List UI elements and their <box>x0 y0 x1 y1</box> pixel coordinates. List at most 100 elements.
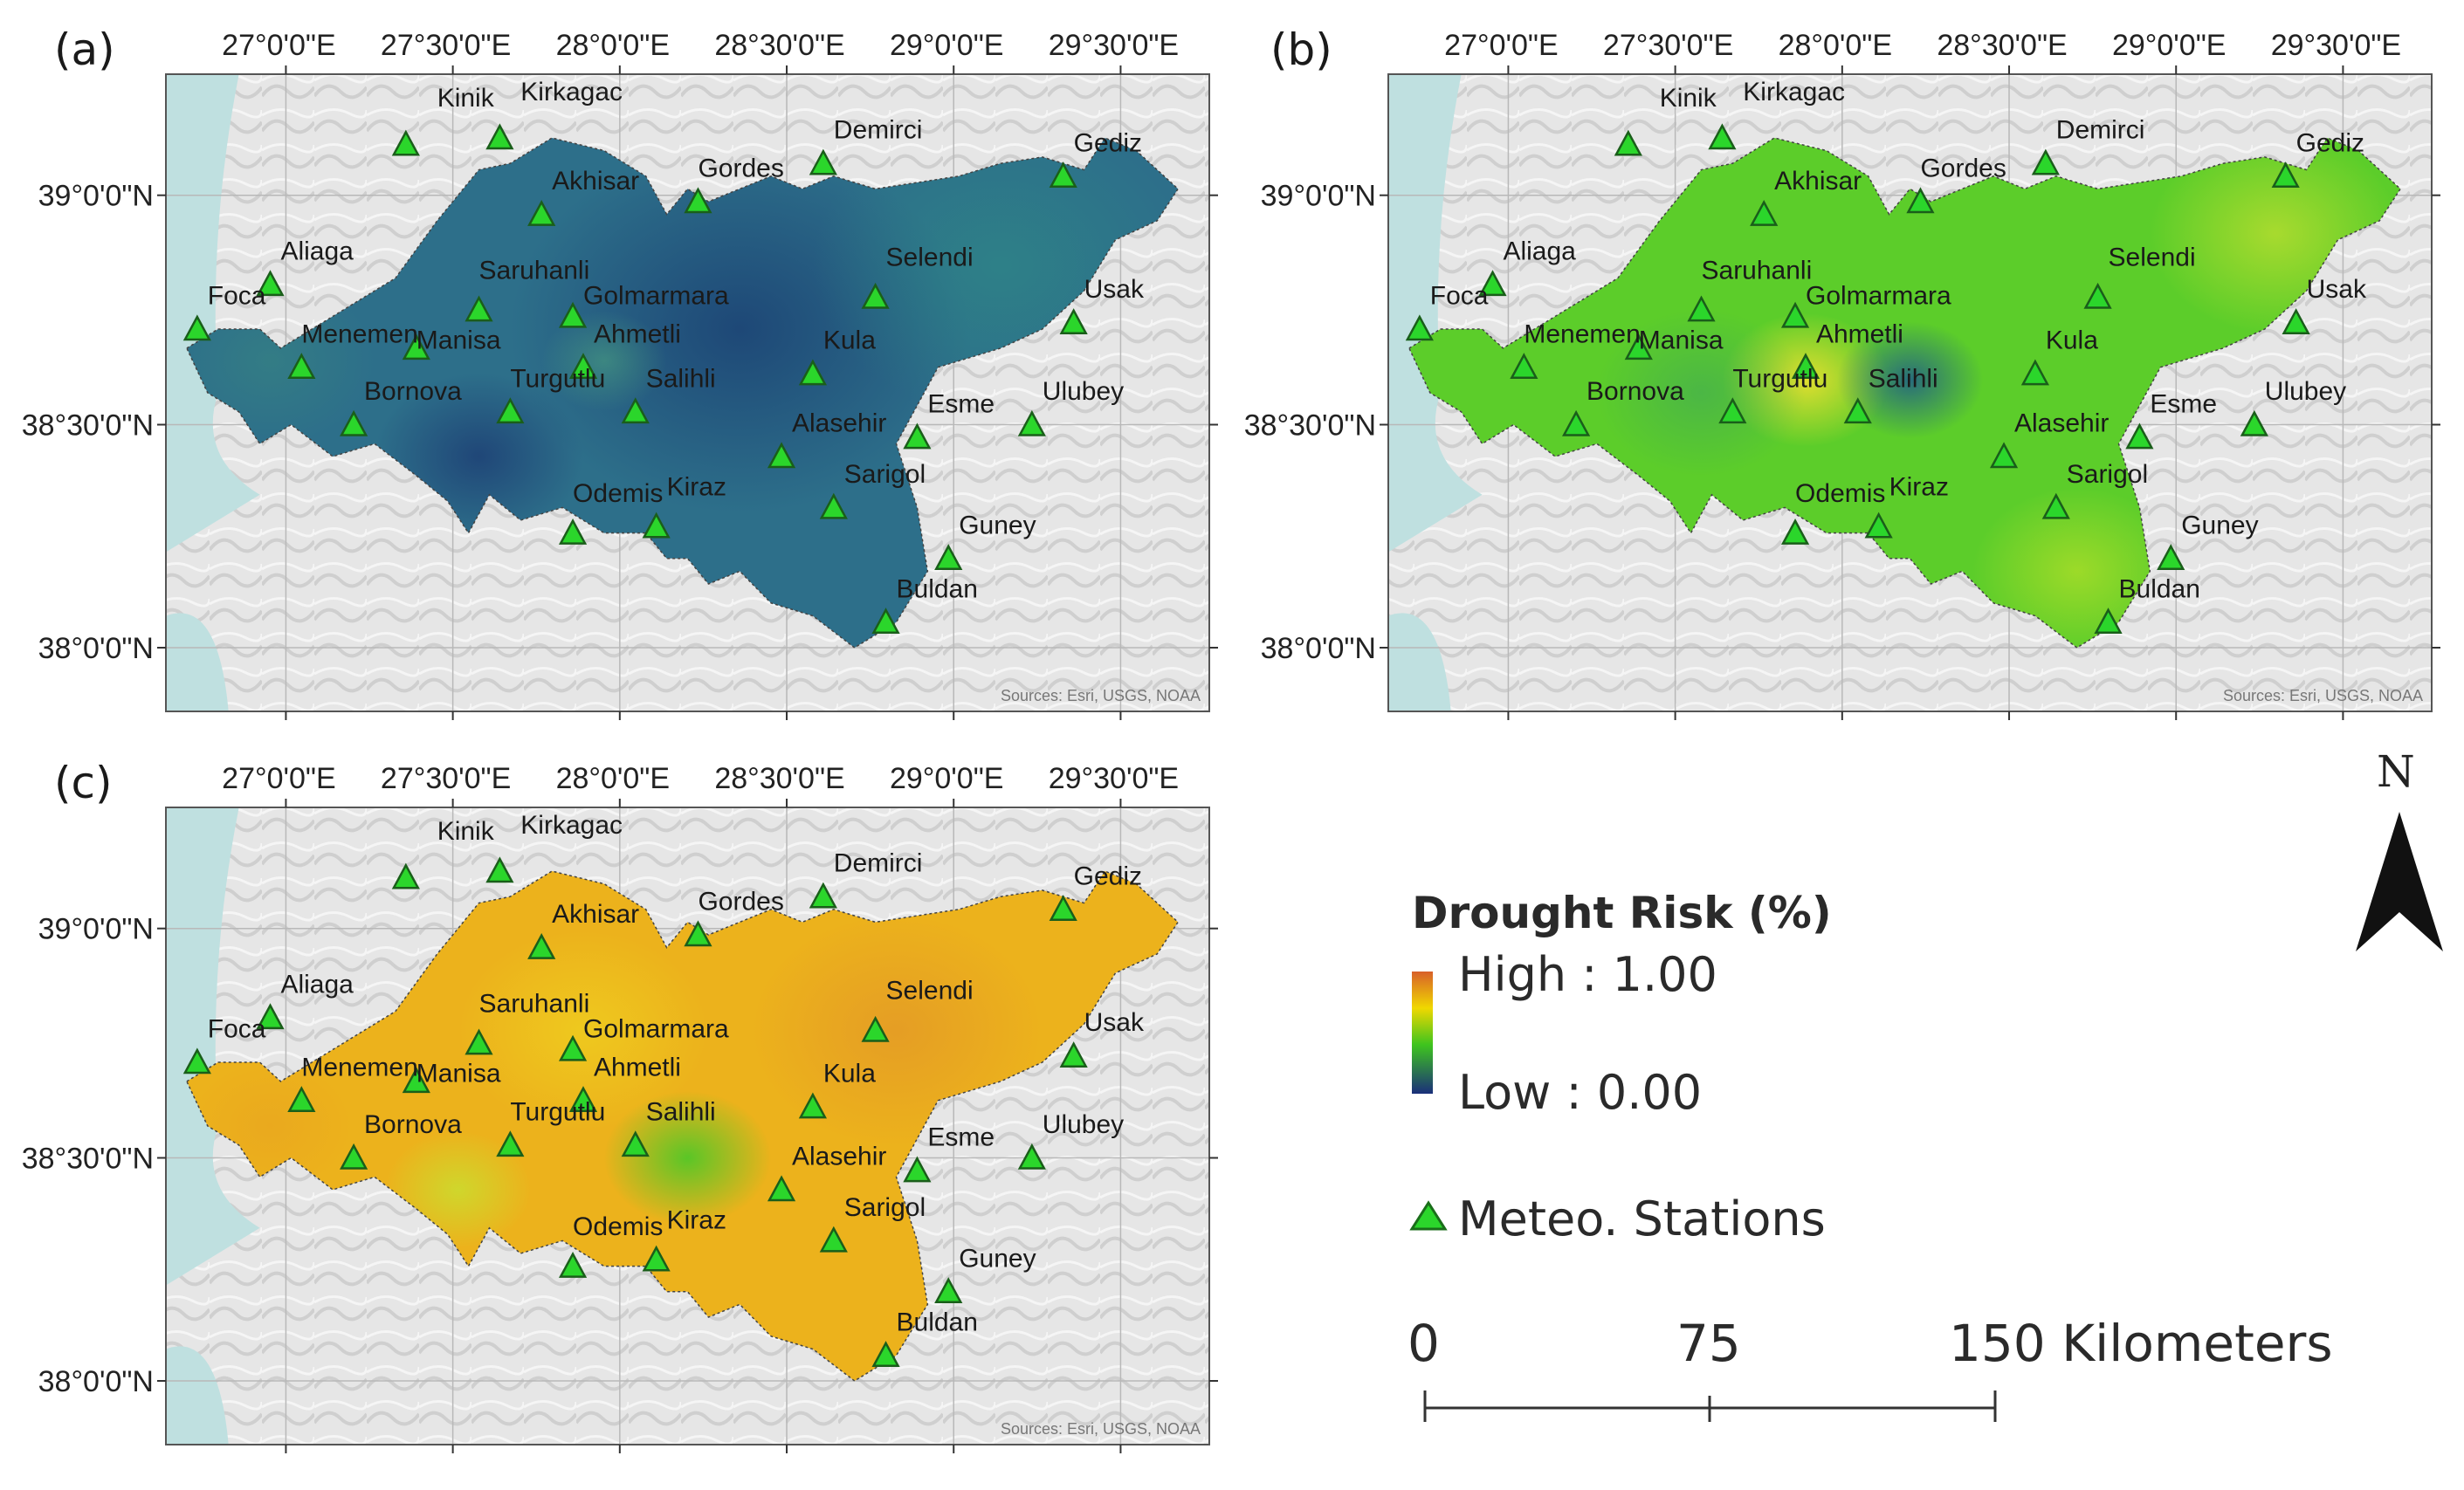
station-marker <box>642 1245 671 1272</box>
station-label: Kirkagac <box>520 78 623 106</box>
station-marker <box>903 1156 932 1183</box>
station-label: Gediz <box>2296 128 2364 157</box>
station-marker <box>2125 422 2154 450</box>
station-label: Esme <box>2150 390 2217 419</box>
station-label: Kula <box>823 1060 876 1088</box>
station-marker <box>1478 270 1507 297</box>
station-label: Salihli <box>1869 364 1938 393</box>
station-label: Gordes <box>698 888 783 917</box>
station-marker <box>871 1341 900 1368</box>
station-label: Akhisar <box>1774 167 1862 196</box>
station-marker <box>568 1086 598 1113</box>
station-label: Saruhanli <box>479 256 590 285</box>
station-label: Guney <box>2181 511 2258 539</box>
station-marker <box>527 932 556 959</box>
scale-end: 150 Kilometers <box>1949 1314 2333 1373</box>
legend-stations-label: Meteo. Stations <box>1458 1191 1826 1246</box>
station-marker <box>798 1092 827 1119</box>
lon-tick-label: 27°0'0"E <box>1444 29 1558 62</box>
station-marker <box>1718 397 1747 424</box>
station-label: Gordes <box>698 154 783 183</box>
station-label: Buldan <box>2119 574 2200 603</box>
station-marker <box>798 359 827 386</box>
legend-color-ramp <box>1412 972 1433 1094</box>
station-marker <box>287 353 316 380</box>
north-arrow-icon <box>2356 812 2443 951</box>
panel-label-b: (b) <box>1270 24 1332 75</box>
station-label: Foca <box>208 282 266 311</box>
station-label: Turgutlu <box>1732 364 1827 393</box>
lon-tick-label: 28°30'0"E <box>1937 29 2067 62</box>
station-label: Kirkagac <box>520 811 623 840</box>
station-label: Odemis <box>573 1212 663 1241</box>
station-label: Ulubey <box>2265 377 2346 406</box>
station-label: Guney <box>959 511 1036 539</box>
station-marker <box>256 270 285 297</box>
station-marker <box>1405 314 1434 341</box>
station-label: Aliaga <box>1503 237 1576 265</box>
station-marker <box>1843 397 1872 424</box>
station-marker <box>402 1067 430 1094</box>
station-label: Kiraz <box>667 473 726 502</box>
station-label: Foca <box>208 1015 266 1044</box>
station-label: Gediz <box>1074 862 1142 890</box>
station-label: Menemen <box>1524 319 1640 348</box>
station-label: Ahmetli <box>594 319 681 348</box>
station-label: Alasehir <box>792 1143 886 1171</box>
station-label: Ahmetli <box>1816 319 1903 348</box>
station-label: Guney <box>959 1244 1036 1273</box>
station-label: Salihli <box>646 364 716 393</box>
station-marker <box>2031 148 2060 175</box>
lon-tick-label: 29°30'0"E <box>1049 29 1179 62</box>
station-marker <box>1864 512 1893 539</box>
station-label: Sarigol <box>844 1193 926 1222</box>
lon-tick-label: 29°0'0"E <box>2112 29 2226 62</box>
lon-tick-label: 28°0'0"E <box>556 29 670 62</box>
station-marker <box>934 544 963 571</box>
lon-tick-label: 27°30'0"E <box>381 762 511 795</box>
lon-tick-label: 29°0'0"E <box>890 762 1003 795</box>
station-label: Golmarmara <box>1806 282 1951 311</box>
station-marker <box>485 856 514 883</box>
station-label: Buldan <box>897 1308 978 1336</box>
lat-tick-label: 38°0'0"N <box>1261 632 1376 665</box>
station-marker <box>684 920 712 947</box>
station-label: Alasehir <box>2014 409 2109 438</box>
station-label: Kula <box>823 326 876 355</box>
station-marker <box>767 442 796 469</box>
station-marker <box>2240 409 2268 436</box>
scale-mid: 75 <box>1676 1314 1741 1373</box>
legend-high-label: High : 1.00 <box>1458 947 1717 1002</box>
station-marker <box>496 1130 525 1157</box>
station-label: Bornova <box>364 1110 462 1139</box>
station-marker <box>527 199 556 226</box>
legend-station-icon <box>1409 1200 1448 1231</box>
station-marker <box>1059 1041 1088 1068</box>
station-label: Esme <box>927 390 995 419</box>
station-label: Alasehir <box>792 409 886 438</box>
panel-label-a: (a) <box>54 24 115 75</box>
station-label: Bornova <box>364 377 462 406</box>
station-marker <box>465 1028 493 1055</box>
lat-tick-label: 38°0'0"N <box>38 1365 154 1398</box>
station-label: Manisa <box>1639 326 1724 355</box>
lon-tick-label: 27°0'0"E <box>222 29 335 62</box>
station-marker <box>558 1251 588 1278</box>
station-label: Odemis <box>573 479 663 508</box>
station-label: Manisa <box>416 326 501 355</box>
map-panel: 27°0'0"E 27°30'0"E 28°0'0"E 28°30'0"E 29°0'0… <box>1244 29 2440 720</box>
station-label: Menemen <box>301 319 417 348</box>
station-marker <box>1059 308 1088 334</box>
station-marker <box>1614 129 1642 156</box>
station-label: Demirci <box>2056 116 2145 145</box>
station-marker <box>1780 301 1810 328</box>
station-marker <box>558 1034 588 1061</box>
lon-tick-label: 28°30'0"E <box>714 762 844 795</box>
station-label: Selendi <box>886 244 974 272</box>
station-marker <box>809 148 837 175</box>
station-label: Gediz <box>1074 128 1142 157</box>
station-marker <box>767 1175 796 1202</box>
station-marker <box>934 1277 963 1304</box>
map-panel: 27°0'0"E 27°30'0"E 28°0'0"E 28°30'0"E 29°0'0… <box>22 762 1218 1453</box>
station-label: Gordes <box>1920 154 2006 183</box>
